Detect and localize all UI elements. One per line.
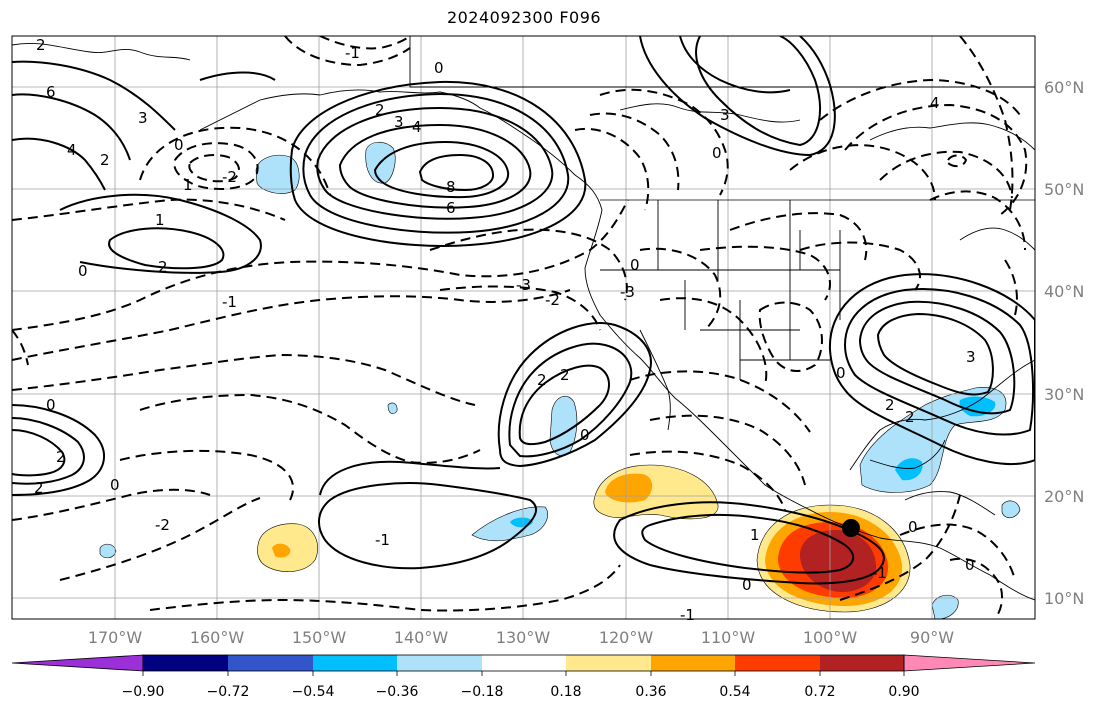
colorbar-tick-label: 0.90 <box>888 684 919 700</box>
contour-label: 3 <box>720 106 730 124</box>
shading-layer <box>99 141 1021 619</box>
lon-label: 110°W <box>701 628 756 647</box>
colorbar-tick-label: 0.72 <box>804 684 835 700</box>
contour-label: 3 <box>966 348 976 366</box>
storm-marker <box>842 519 860 537</box>
lon-label: 170°W <box>88 628 143 647</box>
contour-label: -1 <box>680 606 695 624</box>
lat-label: 10°N <box>1044 589 1084 608</box>
colorbar-extend-left <box>11 654 144 672</box>
lon-label: 90°W <box>910 628 954 647</box>
contour-label: 2 <box>375 101 385 119</box>
lon-label: 120°W <box>599 628 654 647</box>
contour-label: 6 <box>46 83 56 101</box>
contour-label: 2 <box>36 36 46 54</box>
lon-label: 150°W <box>292 628 347 647</box>
contour-label: 2 <box>885 396 895 414</box>
contour-label: -2 <box>222 168 237 186</box>
colorbar-segment <box>143 655 228 671</box>
colorbar-extend-right <box>903 654 1036 672</box>
colorbar-tick-label: −0.36 <box>376 684 419 700</box>
colorbar-segment <box>482 655 566 671</box>
colorbar-segment <box>313 655 397 671</box>
contour-label: 4 <box>67 141 77 159</box>
contour-label: 4 <box>930 94 940 112</box>
colorbar-segment <box>651 655 735 671</box>
contour-label: 0 <box>630 256 640 274</box>
contour-label: 0 <box>908 518 918 536</box>
colorbar-segment <box>397 655 482 671</box>
cool-shading-7 <box>931 594 959 619</box>
contour-label: -1 <box>222 293 237 311</box>
contour-label: 0 <box>836 364 846 382</box>
contour-label: -1 <box>345 44 360 62</box>
colorbar: −0.90 −0.72 −0.54 −0.36 −0.18 0.18 0.36 … <box>11 654 1036 700</box>
map-border <box>11 35 1036 620</box>
contour-label: 3 <box>394 113 404 131</box>
lon-label: 160°W <box>190 628 245 647</box>
contour-label: 0 <box>965 556 975 574</box>
contour-positive <box>12 36 1035 585</box>
cool-shading-1 <box>255 154 300 194</box>
lon-label: 100°W <box>803 628 858 647</box>
lat-label: 60°N <box>1044 78 1084 97</box>
contour-label: 2 <box>560 366 570 384</box>
colorbar-tick-label: 0.54 <box>719 684 750 700</box>
contour-label: 1 <box>183 176 193 194</box>
colorbar-ticks <box>142 671 905 676</box>
contour-label: 0 <box>46 396 56 414</box>
colorbar-segment <box>735 655 820 671</box>
colorbar-tick-label: 0.18 <box>550 684 581 700</box>
contour-label: 6 <box>446 199 456 217</box>
contour-label: 4 <box>412 118 422 136</box>
contour-label: 0 <box>742 576 752 594</box>
contour-label: 0 <box>110 476 120 494</box>
contour-label: 1 <box>750 526 760 544</box>
contour-label: 0 <box>580 426 590 444</box>
colorbar-tick-label: −0.72 <box>207 684 250 700</box>
contour-label: 1 <box>155 211 165 229</box>
contour-label: 2 <box>56 448 66 466</box>
contour-label: 0 <box>174 136 184 154</box>
contour-label: 2 <box>158 258 168 276</box>
contour-label: 2 <box>34 479 44 497</box>
cool-shading-6 <box>99 543 117 559</box>
contour-label: -2 <box>545 291 560 309</box>
contour-labels: 2 3 4 6 8 0 6 4 3 2 1 2 1 0 2 -1 -2 -3 -… <box>34 36 976 624</box>
contour-label: 8 <box>446 178 456 196</box>
colorbar-segment <box>566 655 651 671</box>
colorbar-segment <box>228 655 313 671</box>
colorbar-tick-label: −0.54 <box>292 684 335 700</box>
lon-label: 130°W <box>496 628 551 647</box>
contour-label: 2 <box>537 371 547 389</box>
contour-label: -1 <box>872 564 887 582</box>
contour-label: 0 <box>434 59 444 77</box>
contour-label: -3 <box>516 276 531 294</box>
lat-label: 30°N <box>1044 385 1084 404</box>
contour-label: -1 <box>375 531 390 549</box>
coastlines <box>12 36 1035 601</box>
colorbar-tick-label: 0.36 <box>635 684 666 700</box>
longitude-axis: 170°W 160°W 150°W 140°W 130°W 120°W 110°… <box>88 628 954 647</box>
lat-label: 40°N <box>1044 282 1084 301</box>
lon-label: 140°W <box>394 628 449 647</box>
contour-label: -3 <box>620 283 635 301</box>
lat-label: 20°N <box>1044 487 1084 506</box>
map-title: 2024092300 F096 <box>446 8 602 27</box>
colorbar-tick-label: −0.90 <box>122 684 165 700</box>
contour-label: -2 <box>155 516 170 534</box>
contour-negative <box>12 36 1028 619</box>
lat-label: 50°N <box>1044 180 1084 199</box>
contour-label: 2 <box>100 151 110 169</box>
cool-shading-3 <box>549 395 578 456</box>
colorbar-segment <box>820 655 904 671</box>
contour-label: 0 <box>78 262 88 280</box>
colorbar-tick-label: −0.18 <box>461 684 504 700</box>
latitude-axis: 60°N 50°N 40°N 30°N 20°N 10°N <box>1044 78 1084 608</box>
contour-label: 3 <box>138 109 148 127</box>
contour-label: 2 <box>905 408 915 426</box>
cool-shading-4 <box>471 506 549 542</box>
contour-label: 0 <box>712 144 722 162</box>
